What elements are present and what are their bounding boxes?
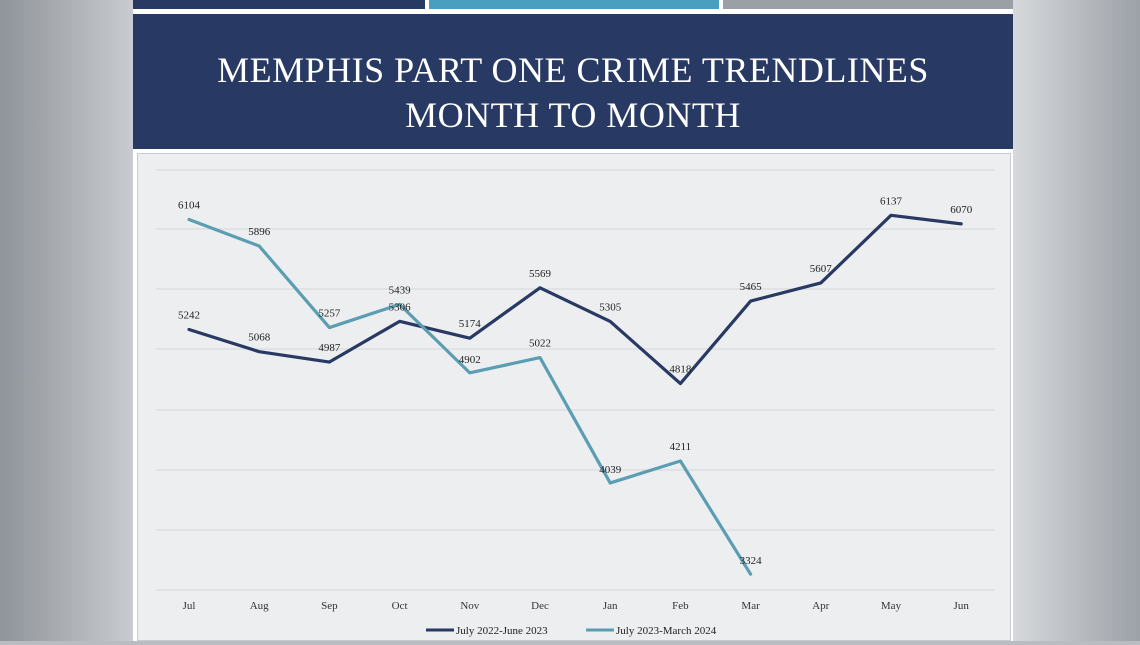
background-left [0, 0, 135, 641]
data-label: 5439 [389, 284, 412, 296]
top-accent-bar-navy [133, 0, 425, 9]
x-tick-label: Oct [392, 600, 408, 612]
x-tick-label: Jul [183, 600, 196, 612]
top-accent-bar-gray [723, 0, 1013, 9]
x-tick-label: Mar [741, 600, 760, 612]
data-label: 5465 [740, 281, 763, 293]
chart-title-line1: MEMPHIS PART ONE CRIME TRENDLINES [217, 50, 929, 90]
chart-title-line2: MONTH TO MONTH [405, 95, 741, 135]
title-banner: MEMPHIS PART ONE CRIME TRENDLINES MONTH … [133, 14, 1013, 149]
x-tick-label: Jun [954, 600, 970, 612]
legend-label-1: July 2022-June 2023 [456, 625, 548, 637]
data-label: 4818 [669, 364, 692, 376]
data-label: 4039 [599, 464, 622, 476]
x-tick-label: Jan [603, 600, 618, 612]
data-label: 5569 [529, 268, 552, 280]
chart-area: Jul Aug Sep Oct Nov Dec Jan Feb Mar Apr May Jun 5242… [137, 153, 1011, 641]
x-tick-label: Apr [812, 600, 829, 612]
data-label: 5068 [248, 332, 271, 344]
data-label: 5305 [599, 301, 622, 313]
data-label: 3324 [740, 555, 763, 567]
data-label: 6137 [880, 195, 903, 207]
data-label: 4211 [670, 441, 692, 453]
data-label: 5896 [248, 226, 271, 238]
top-accent-bar-teal [429, 0, 719, 9]
series-line-2 [187, 217, 753, 576]
series-line-1 [187, 213, 963, 386]
x-tick-label: Dec [531, 600, 549, 612]
line-chart: Jul Aug Sep Oct Nov Dec Jan Feb Mar Apr May Jun 5242… [156, 169, 995, 637]
legend-label-2: July 2023-March 2024 [616, 625, 717, 637]
data-label: 5306 [389, 301, 412, 313]
data-label: 4987 [318, 342, 341, 354]
data-label: 5607 [810, 263, 833, 275]
x-tick-label: May [881, 600, 902, 612]
slide: MEMPHIS PART ONE CRIME TRENDLINES MONTH … [133, 0, 1013, 641]
data-label: 5022 [529, 338, 551, 350]
x-tick-label: Sep [321, 600, 338, 612]
x-tick-label: Aug [250, 600, 269, 612]
background-right [1010, 0, 1140, 641]
data-label: 6070 [950, 204, 973, 216]
x-tick-label: Nov [460, 600, 479, 612]
data-label: 5257 [318, 308, 341, 320]
data-label: 6104 [178, 200, 201, 212]
data-label: 5242 [178, 309, 200, 321]
data-label: 4902 [459, 354, 481, 366]
x-tick-label: Feb [672, 600, 689, 612]
data-label: 5174 [459, 318, 482, 330]
